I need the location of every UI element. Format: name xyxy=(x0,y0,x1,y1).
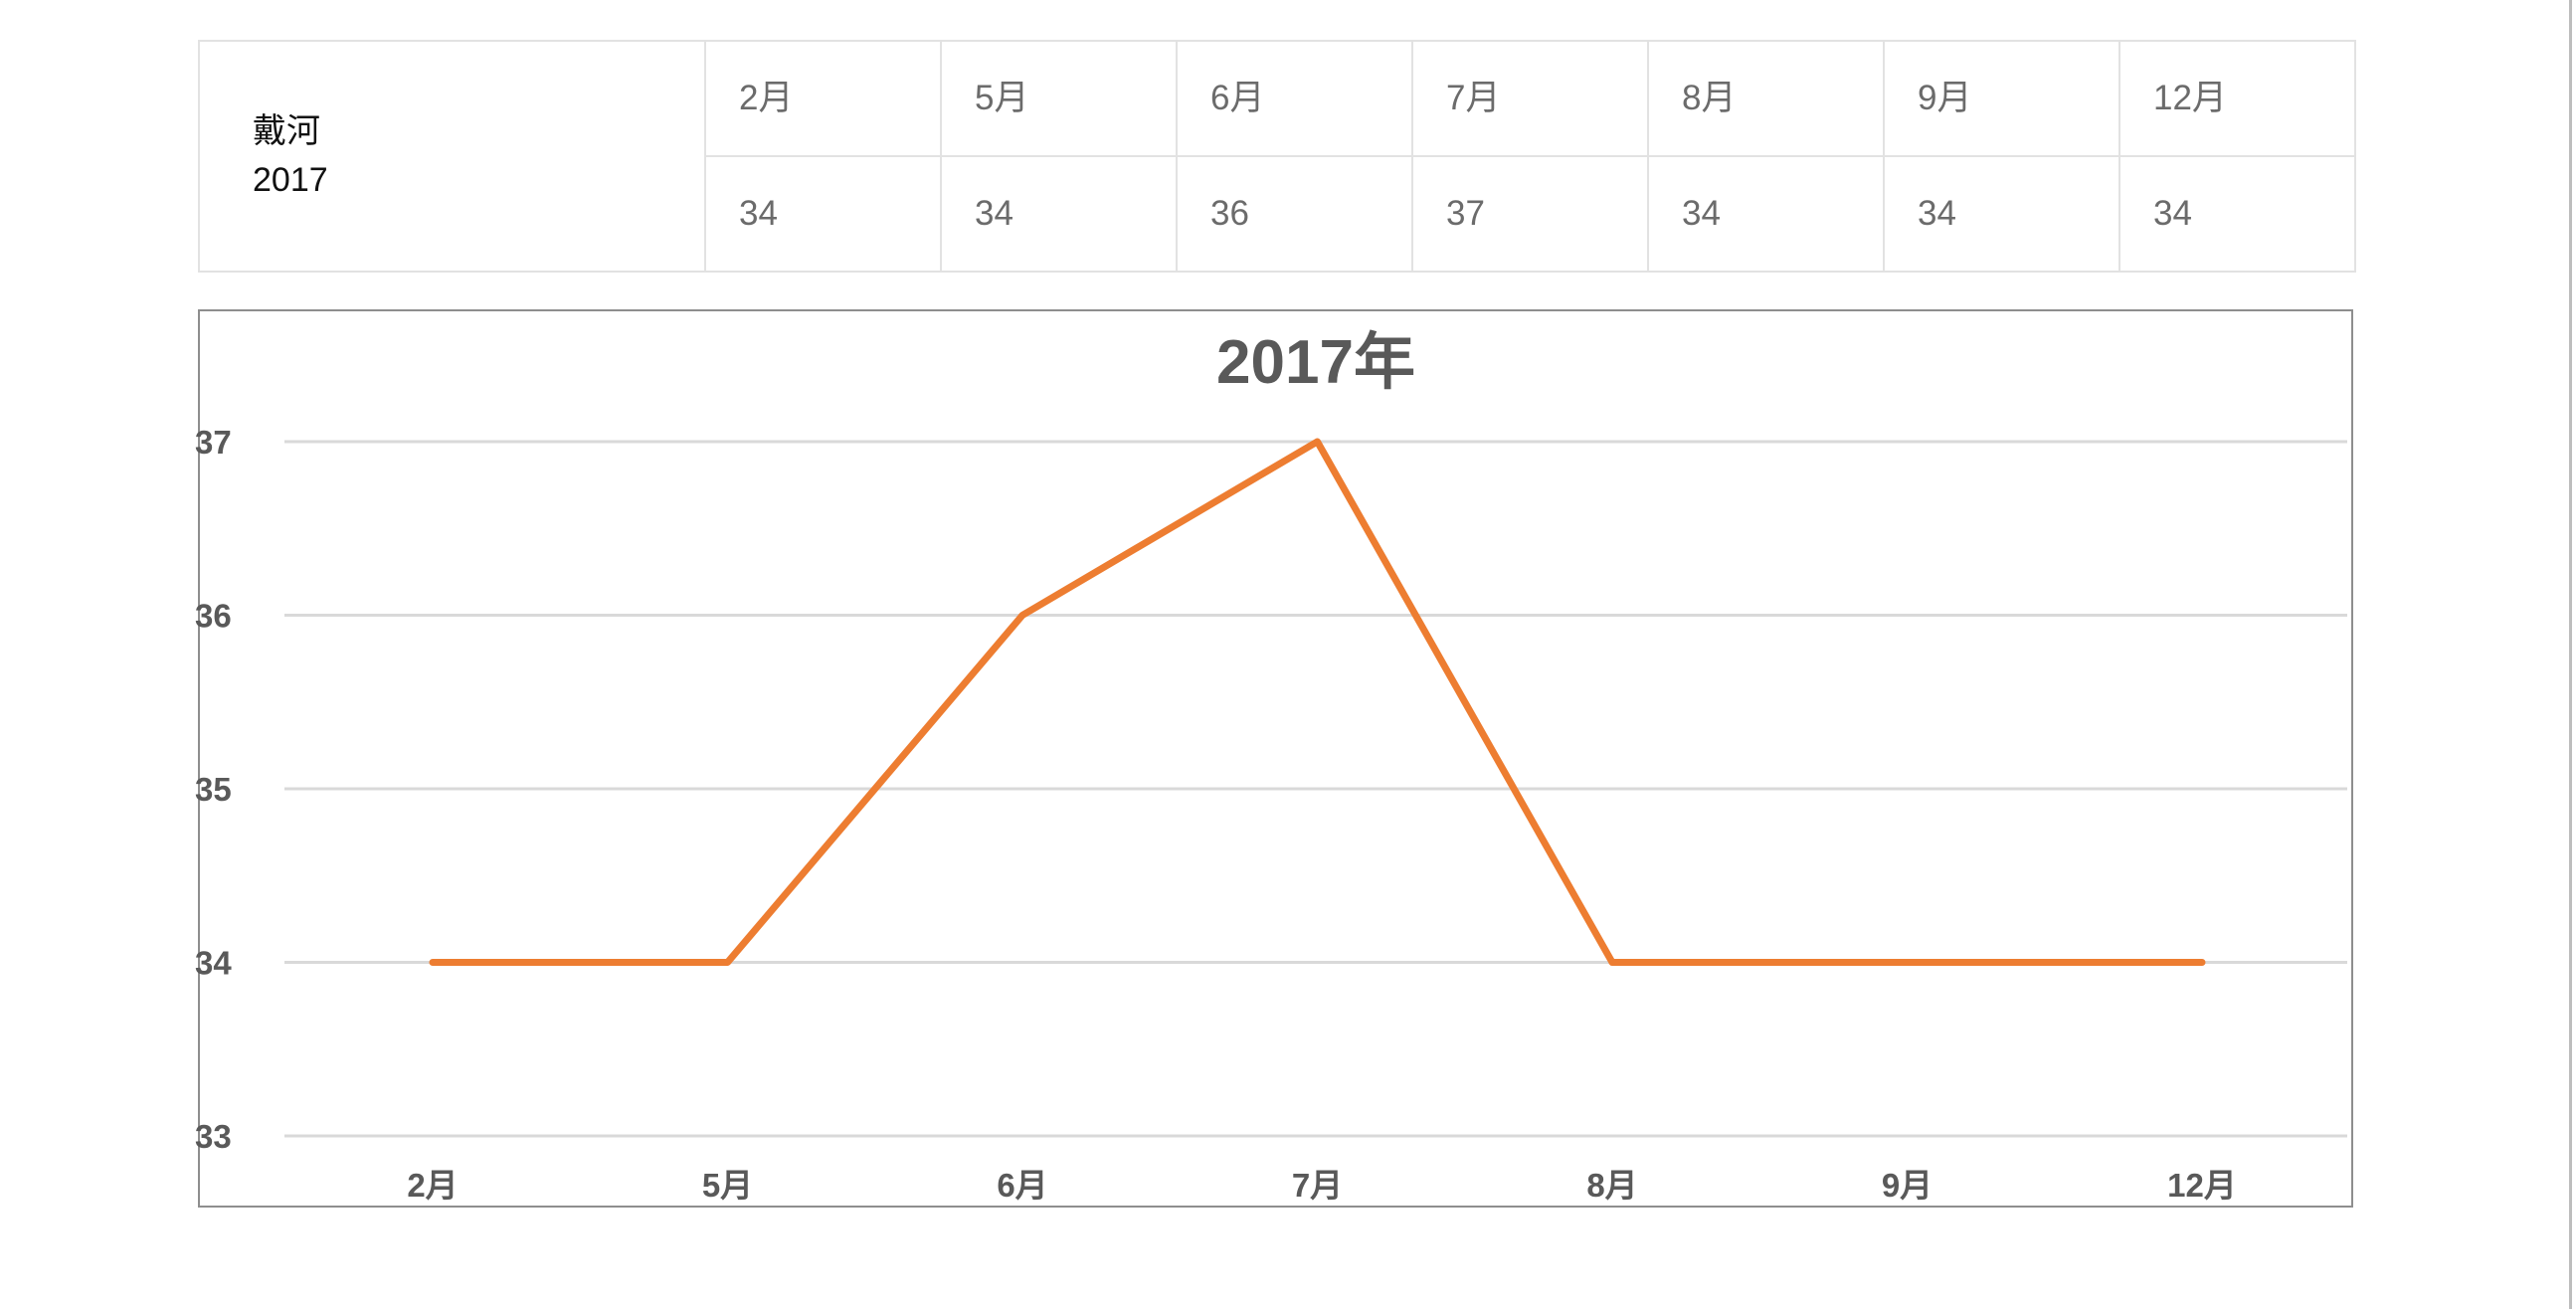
series-line xyxy=(433,442,2202,963)
grid-lines xyxy=(284,442,2347,1136)
x-tick-label: 5月 xyxy=(702,1167,753,1204)
x-tick-label: 8月 xyxy=(1586,1167,1637,1204)
x-tick-label: 6月 xyxy=(997,1167,1047,1204)
series-layer xyxy=(433,442,2202,963)
x-tick-label: 2月 xyxy=(407,1167,458,1204)
y-tick-label: 37 xyxy=(195,424,232,461)
y-tick-label: 33 xyxy=(195,1118,232,1155)
tick-labels: 33 34 35 36 37 2月 5月 6月 7月 8月 9月 12月 xyxy=(195,424,2237,1204)
y-tick-label: 36 xyxy=(195,598,232,635)
chart-title: 2017年 xyxy=(1216,328,1415,397)
x-tick-label: 7月 xyxy=(1292,1167,1343,1204)
x-tick-label: 12月 xyxy=(2167,1167,2237,1204)
x-tick-label: 9月 xyxy=(1882,1167,1932,1204)
y-tick-label: 35 xyxy=(195,771,232,808)
y-tick-label: 34 xyxy=(195,945,232,982)
